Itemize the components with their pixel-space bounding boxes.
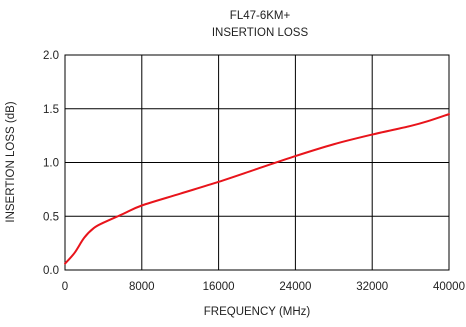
y-axis-label: INSERTION LOSS (dB) <box>5 101 17 222</box>
series-layer <box>64 113 450 265</box>
x-tick-label: 32000 <box>356 281 388 293</box>
x-tick-label: 0 <box>62 281 68 293</box>
x-tick-label: 16000 <box>203 281 235 293</box>
y-tick-label: 0.5 <box>43 211 59 223</box>
y-axis-ticks: 0.0 0.5 1.0 1.5 2.0 <box>43 50 59 277</box>
y-tick-label: 1.5 <box>43 104 59 116</box>
y-tick-label: 2.0 <box>43 50 59 62</box>
chart-subtitle: INSERTION LOSS <box>212 27 309 39</box>
x-tick-label: 8000 <box>129 281 155 293</box>
y-tick-label: 1.0 <box>43 158 59 170</box>
insertion-loss-line <box>64 113 450 265</box>
x-axis-label: FREQUENCY (MHz) <box>204 306 311 318</box>
x-tick-label: 40000 <box>433 281 465 293</box>
x-axis-ticks: 0 8000 16000 24000 32000 40000 <box>62 281 465 293</box>
chart-title: FL47-6KM+ <box>230 10 291 22</box>
x-tick-label: 24000 <box>279 281 311 293</box>
plot-frame <box>64 54 450 271</box>
grid <box>65 55 449 270</box>
y-tick-label: 0.0 <box>43 265 59 277</box>
